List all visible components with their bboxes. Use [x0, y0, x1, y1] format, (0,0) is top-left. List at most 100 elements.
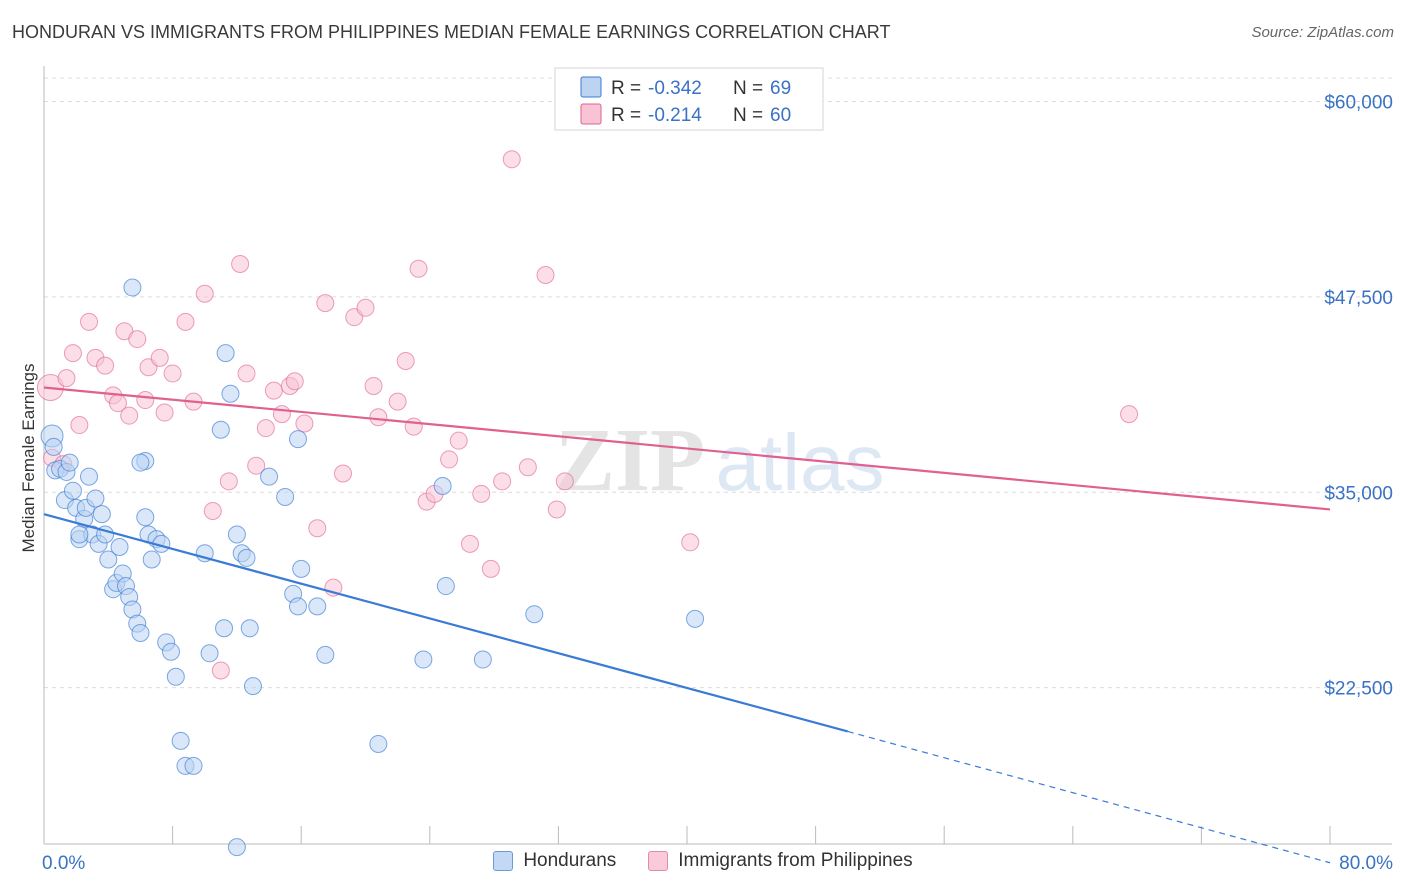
- point-philippines[interactable]: [481, 559, 500, 578]
- point-hondurans[interactable]: [473, 650, 492, 669]
- point-hondurans[interactable]: [288, 597, 307, 616]
- point-hondurans[interactable]: [142, 550, 161, 569]
- point-hondurans[interactable]: [227, 525, 246, 544]
- point-philippines[interactable]: [285, 372, 304, 391]
- point-philippines[interactable]: [237, 364, 256, 383]
- point-philippines[interactable]: [518, 458, 537, 477]
- point-hondurans[interactable]: [44, 437, 63, 456]
- point-philippines[interactable]: [264, 381, 283, 400]
- point-philippines[interactable]: [195, 284, 214, 303]
- point-philippines[interactable]: [80, 312, 99, 331]
- point-philippines[interactable]: [396, 351, 415, 370]
- point-philippines[interactable]: [404, 417, 423, 436]
- point-philippines[interactable]: [63, 344, 82, 363]
- point-philippines[interactable]: [472, 484, 491, 503]
- point-hondurans[interactable]: [166, 667, 185, 686]
- legend-item-hondurans[interactable]: Hondurans: [493, 850, 616, 872]
- point-hondurans[interactable]: [216, 344, 235, 363]
- point-hondurans[interactable]: [260, 467, 279, 486]
- point-philippines[interactable]: [681, 533, 700, 552]
- point-hondurans[interactable]: [414, 650, 433, 669]
- point-philippines[interactable]: [449, 431, 468, 450]
- point-philippines[interactable]: [308, 519, 327, 538]
- point-philippines[interactable]: [70, 416, 89, 435]
- point-philippines[interactable]: [440, 450, 459, 469]
- stats-n-label: N =: [733, 105, 763, 126]
- point-hondurans[interactable]: [276, 487, 295, 506]
- point-hondurans[interactable]: [686, 609, 705, 628]
- point-hondurans[interactable]: [110, 537, 129, 556]
- gridlines: [44, 77, 1392, 689]
- point-philippines[interactable]: [57, 369, 76, 388]
- point-philippines[interactable]: [155, 403, 174, 422]
- point-philippines[interactable]: [536, 265, 555, 284]
- y-tick-label: $35,000: [1324, 483, 1393, 504]
- point-philippines[interactable]: [203, 502, 222, 521]
- y-tick-label: $22,500: [1324, 679, 1393, 700]
- point-philippines[interactable]: [316, 294, 335, 313]
- point-hondurans[interactable]: [215, 619, 234, 638]
- point-philippines[interactable]: [150, 348, 169, 367]
- series-legend: Hondurans Immigrants from Philippines: [0, 850, 1406, 872]
- point-philippines[interactable]: [460, 534, 479, 553]
- point-hondurans[interactable]: [308, 597, 327, 616]
- point-hondurans[interactable]: [63, 481, 82, 500]
- point-philippines[interactable]: [547, 500, 566, 519]
- point-philippines[interactable]: [333, 464, 352, 483]
- point-hondurans[interactable]: [211, 420, 230, 439]
- point-hondurans[interactable]: [86, 489, 105, 508]
- point-philippines[interactable]: [1120, 405, 1139, 424]
- point-philippines[interactable]: [388, 392, 407, 411]
- point-philippines[interactable]: [176, 312, 195, 331]
- point-philippines[interactable]: [163, 364, 182, 383]
- point-philippines[interactable]: [211, 661, 230, 680]
- point-philippines[interactable]: [231, 255, 250, 274]
- point-philippines[interactable]: [555, 472, 574, 491]
- point-hondurans[interactable]: [288, 430, 307, 449]
- point-philippines[interactable]: [128, 330, 147, 349]
- point-hondurans[interactable]: [92, 505, 111, 524]
- point-hondurans[interactable]: [131, 623, 150, 642]
- point-hondurans[interactable]: [433, 477, 452, 496]
- point-hondurans[interactable]: [136, 508, 155, 527]
- point-hondurans[interactable]: [369, 734, 388, 753]
- point-hondurans[interactable]: [80, 467, 99, 486]
- point-hondurans[interactable]: [436, 577, 455, 596]
- point-hondurans[interactable]: [184, 756, 203, 775]
- point-hondurans[interactable]: [237, 548, 256, 567]
- point-philippines[interactable]: [219, 472, 238, 491]
- point-hondurans[interactable]: [161, 642, 180, 661]
- point-hondurans[interactable]: [70, 525, 89, 544]
- point-philippines[interactable]: [364, 376, 383, 395]
- point-philippines[interactable]: [356, 298, 375, 317]
- watermark: ZIP atlas: [555, 411, 885, 510]
- point-philippines[interactable]: [409, 259, 428, 278]
- point-hondurans[interactable]: [200, 644, 219, 663]
- y-tick-label: $47,500: [1324, 288, 1393, 309]
- point-hondurans[interactable]: [240, 619, 259, 638]
- point-philippines[interactable]: [295, 414, 314, 433]
- point-hondurans[interactable]: [292, 559, 311, 578]
- point-hondurans[interactable]: [243, 677, 262, 696]
- point-philippines[interactable]: [120, 406, 139, 425]
- point-hondurans[interactable]: [123, 278, 142, 297]
- point-philippines[interactable]: [256, 419, 275, 438]
- point-philippines[interactable]: [502, 150, 521, 169]
- point-philippines[interactable]: [272, 405, 291, 424]
- point-hondurans[interactable]: [171, 731, 190, 750]
- point-hondurans[interactable]: [131, 453, 150, 472]
- point-philippines[interactable]: [493, 472, 512, 491]
- point-philippines[interactable]: [136, 391, 155, 410]
- point-hondurans[interactable]: [227, 838, 246, 857]
- point-philippines[interactable]: [96, 356, 115, 375]
- point-hondurans[interactable]: [60, 453, 79, 472]
- point-hondurans[interactable]: [221, 384, 240, 403]
- point-hondurans[interactable]: [316, 645, 335, 664]
- point-philippines[interactable]: [369, 408, 388, 427]
- legend-item-philippines[interactable]: Immigrants from Philippines: [648, 850, 913, 872]
- legend-swatch-hondurans: [493, 851, 514, 871]
- point-hondurans[interactable]: [99, 550, 118, 569]
- point-hondurans[interactable]: [525, 605, 544, 624]
- point-philippines[interactable]: [247, 456, 266, 475]
